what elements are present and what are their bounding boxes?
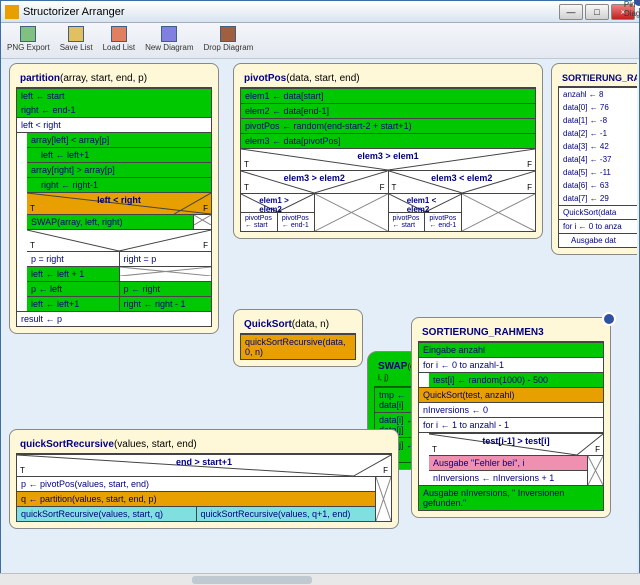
diagram-partition[interactable]: partition(array, start, end, p) left ← s…: [9, 63, 219, 334]
minimize-button[interactable]: —: [559, 4, 583, 20]
cond: elem3 < elem2: [431, 173, 492, 183]
png-icon: [20, 26, 36, 42]
save-icon: [68, 26, 84, 42]
loop-head: for i ← 0 to anzahl-1: [419, 357, 603, 372]
stmt: pivotPos ← end-1: [424, 213, 461, 231]
stmt: right ← right-1: [37, 178, 211, 192]
stmt: pivotPos ← end-1: [277, 213, 314, 231]
save-list-button[interactable]: Save List: [58, 25, 95, 53]
cond: elem3 > elem2: [284, 173, 345, 183]
loop-head: array[right] > array[p]: [27, 162, 211, 177]
stmt: elem2 ← data[end-1]: [241, 103, 535, 118]
stmt: nInversions ← 0: [419, 402, 603, 417]
canvas[interactable]: partition(array, start, end, p) left ← s…: [1, 59, 637, 579]
cond: elem1 > elem2: [259, 196, 295, 212]
stmt: test[i] ← random(1000) - 500: [429, 373, 603, 387]
stmt: QuickSort(test, anzahl): [419, 387, 603, 402]
diagram-pivotpos[interactable]: pivotPos(data, start, end) elem1 ← data[…: [233, 63, 543, 239]
toolbar: PNG Export Save List Load List New Diagr…: [1, 23, 639, 59]
stmt: quickSortRecursive(values, start, q): [17, 507, 196, 521]
diagram-side[interactable]: SORTIERUNG_RA anzahl ← 8 data[0] ← 76 da…: [551, 63, 637, 255]
diagram-qsr[interactable]: quickSortRecursive(values, start, end) e…: [9, 429, 399, 529]
stmt: pivotPos ← random(end-start-2 + start+1): [241, 118, 535, 133]
stmt: quickSortRecursive(values, q+1, end): [196, 507, 376, 521]
stmt: elem1 ← data[start]: [241, 88, 535, 103]
diagram-title: partition(array, start, end, p): [16, 70, 212, 87]
maximize-button[interactable]: □: [585, 4, 609, 20]
load-icon: [111, 26, 127, 42]
loop-head: array[left] < array[p]: [27, 133, 211, 147]
pin-icon: [602, 312, 616, 326]
stmt: p ← pivotPos(values, start, end): [17, 477, 375, 491]
cond: elem3 > elem1: [357, 151, 418, 161]
diagram-title: SORTIERUNG_RA: [558, 70, 637, 86]
new-icon: [161, 26, 177, 42]
stmt: nInversions ← nInversions + 1: [429, 470, 587, 485]
diagram-quicksort[interactable]: QuickSort(data, n) quickSortRecursive(da…: [233, 309, 363, 367]
drop-diagram-button[interactable]: Drop Diagram: [202, 25, 256, 53]
stmt: left ← left + 1: [27, 266, 119, 281]
stmt: Eingabe anzahl: [419, 342, 603, 357]
cond: left < right: [97, 195, 141, 205]
stmt: p ← left: [27, 282, 119, 296]
stmt: pivotPos ← start: [389, 213, 425, 231]
stmt: pivotPos ← start: [241, 213, 277, 231]
cond: end > start+1: [176, 457, 232, 467]
drop-icon: [220, 26, 236, 42]
diagram-title: SORTIERUNG_RAHMEN3: [418, 324, 604, 341]
stmt: Ausgabe nInversions, " Inversionen gefun…: [419, 485, 603, 510]
loop-head: left < right: [17, 117, 211, 132]
diagram-rahmen3[interactable]: SORTIERUNG_RAHMEN3 Eingabe anzahl for i …: [411, 317, 611, 518]
scrollbar-thumb[interactable]: [192, 576, 312, 584]
cond: p = right: [27, 252, 119, 266]
stmt: Ausgabe "Fehler bei", i: [429, 456, 587, 470]
stmt: q ← partition(values, start, end, p): [17, 491, 375, 506]
titlebar: Structorizer Arranger — □ ×: [1, 1, 639, 23]
stmt: left ← left+1: [27, 296, 119, 311]
new-diagram-button[interactable]: New Diagram: [143, 25, 195, 53]
app-icon: [5, 5, 19, 19]
loop-head: for i ← 1 to anzahl - 1: [419, 417, 603, 432]
diagram-title: pivotPos(data, start, end): [240, 70, 536, 87]
stmt: SWAP(array, left, right): [27, 215, 193, 229]
stmt: quickSortRecursive(data, 0, n): [241, 334, 355, 359]
png-export-button[interactable]: PNG Export: [5, 25, 52, 53]
cond: test[i-1] > test[i]: [482, 436, 549, 446]
diagram-title: quickSortRecursive(values, start, end): [16, 436, 392, 453]
cond: right = p: [120, 252, 212, 266]
load-list-button[interactable]: Load List: [101, 25, 137, 53]
pin-diagram-button[interactable]: Pin Diagram: [632, 0, 640, 8]
stmt: elem3 ← data[pivotPos]: [241, 133, 535, 148]
stmt: left ← left+1: [37, 148, 211, 162]
stmt: left ← start: [17, 88, 211, 103]
cond: elem1 < elem2: [407, 196, 443, 212]
main-window: Structorizer Arranger — □ × PNG Export S…: [0, 0, 640, 585]
stmt: p ← right: [120, 282, 212, 296]
stmt: right ← end-1: [17, 103, 211, 117]
stmt: right ← right - 1: [120, 296, 212, 311]
diagram-title: QuickSort(data, n): [240, 316, 356, 333]
window-title: Structorizer Arranger: [23, 6, 559, 18]
horizontal-scrollbar[interactable]: [0, 573, 640, 585]
stmt: result ← p: [17, 311, 211, 326]
